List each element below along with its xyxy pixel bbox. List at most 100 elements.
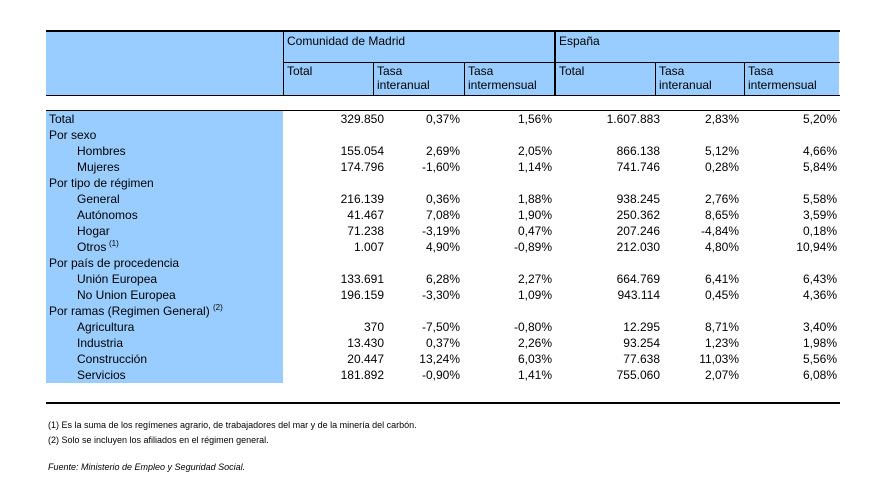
row-label: General <box>77 192 120 206</box>
cell-value: 3,59% <box>802 208 837 222</box>
cell-value: -0,90% <box>421 368 460 382</box>
footnote-marker: (2) <box>213 303 223 312</box>
cell-value: 13.430 <box>347 336 384 350</box>
header-divider-4 <box>464 63 465 95</box>
row-label: Hogar <box>77 224 110 238</box>
header-madrid-intermensual <box>465 63 554 95</box>
cell-value: 2,76% <box>704 192 739 206</box>
cell-value: 7,08% <box>425 208 460 222</box>
header-divider-6 <box>744 63 745 95</box>
table-row: Por tipo de régimen <box>46 175 840 191</box>
row-label: Por ramas (Regimen General) <box>49 304 210 318</box>
cell-value: 133.691 <box>340 272 384 286</box>
table-row: Mujeres 174.796 -1,60% 1,14% 741.746 0,28% 5,8… <box>46 159 840 175</box>
cell-value: -7,50% <box>421 320 460 334</box>
cell-value: 174.796 <box>340 160 384 174</box>
header-spain-interanual <box>656 63 744 95</box>
cell-value: 250.362 <box>616 208 660 222</box>
footnote-marker: (1) <box>109 239 119 248</box>
cell-value: -3,19% <box>421 224 460 238</box>
cell-value: 6,41% <box>704 272 739 286</box>
cell-value: 155.054 <box>340 144 384 158</box>
cell-value: 77.638 <box>623 352 660 366</box>
cell-value: 11,03% <box>699 352 739 366</box>
table-row: Agricultura 370 -7,50% -0,80% 12.295 8,71% 3,4… <box>46 319 840 335</box>
header-madrid-title: Comunidad de Madrid <box>287 34 406 48</box>
table-row: Industria 13.430 0,37% 2,26% 93.254 1,23% 1,98… <box>46 335 840 351</box>
table-row: Autónomos 41.467 7,08% 1,90% 250.362 8,65% 3,5… <box>46 207 840 223</box>
cell-value: 0,28% <box>704 160 739 174</box>
row-label-column <box>46 111 283 383</box>
cell-value: 0,18% <box>802 224 837 238</box>
table-row: No Union Europea 196.159 -3,30% 1,09% 943.11… <box>46 287 840 303</box>
cell-value: 196.159 <box>340 288 384 302</box>
header-madrid-group <box>284 31 554 62</box>
cell-value: 5,84% <box>802 160 837 174</box>
cell-value: 2,83% <box>704 112 739 126</box>
header-interanual-line2: interanual <box>377 78 430 92</box>
cell-value: 1,09% <box>517 288 552 302</box>
row-label: Unión Europea <box>77 272 158 286</box>
table-row: Servicios 181.892 -0,90% 1,41% 755.060 2,07% 6… <box>46 367 840 383</box>
header-interanual-line1: Tasa <box>659 64 685 78</box>
row-label: No Union Europea <box>77 288 176 302</box>
cell-value: 2,07% <box>704 368 739 382</box>
row-label: Construcción <box>77 352 148 366</box>
cell-value: 41.467 <box>347 208 384 222</box>
cell-value: -1,60% <box>421 160 460 174</box>
cell-value: -0,89% <box>513 240 552 254</box>
cell-value: 2,27% <box>517 272 552 286</box>
header-divider-2 <box>554 31 556 95</box>
table-row: Unión Europea 133.691 6,28% 2,27% 664.769 6,4… <box>46 271 840 287</box>
body-top-rule <box>46 110 840 111</box>
header-intermensual-line1: Tasa <box>748 64 774 78</box>
cell-value: 12.295 <box>623 320 660 334</box>
cell-value: 5,12% <box>704 144 739 158</box>
cell-value: 6,08% <box>802 368 837 382</box>
cell-value: 4,80% <box>704 240 739 254</box>
row-label: Autónomos <box>77 208 138 222</box>
header-intermensual-spain: Tasa intermensual <box>748 64 817 92</box>
header-interanual-madrid: Tasa interanual <box>377 64 430 92</box>
table-row: Por sexo <box>46 127 840 143</box>
cell-value: 2,26% <box>517 336 552 350</box>
cell-value: 4,36% <box>802 288 837 302</box>
cell-value: 4,66% <box>802 144 837 158</box>
header-intermensual-madrid: Tasa intermensual <box>468 64 537 92</box>
cell-value: 212.030 <box>616 240 660 254</box>
cell-value: 5,20% <box>802 112 837 126</box>
row-label: Hombres <box>77 144 126 158</box>
header-group-rule <box>284 62 840 63</box>
footnote-1: (1) Es la suma de los regímenes agrario,… <box>48 420 417 430</box>
cell-value: 181.892 <box>340 368 384 382</box>
cell-value: 2,69% <box>425 144 460 158</box>
header-divider-5 <box>655 63 656 95</box>
header-spain-group <box>556 31 839 62</box>
table-row: General 216.139 0,36% 1,88% 938.245 2,76% 5,58… <box>46 191 840 207</box>
cell-value: 1,14% <box>517 160 552 174</box>
header-madrid-interanual <box>374 63 464 95</box>
cell-value: 741.746 <box>616 160 660 174</box>
cell-value: 6,28% <box>425 272 460 286</box>
table-row: Otros (1) 1.007 4,90% -0,89% 212.030 4,80% 10,9… <box>46 239 840 255</box>
cell-value: 0,37% <box>425 112 460 126</box>
header-madrid-total <box>284 63 373 95</box>
cell-value: 0,36% <box>425 192 460 206</box>
cell-value: -4,84% <box>700 224 739 238</box>
cell-value: 1,90% <box>517 208 552 222</box>
header-top-rule <box>46 30 840 32</box>
table-row: Hogar 71.238 -3,19% 0,47% 207.246 -4,84% 0,18% <box>46 223 840 239</box>
cell-value: 10,94% <box>796 240 837 254</box>
header-total-madrid: Total <box>287 64 313 78</box>
header-spain-total <box>556 63 655 95</box>
header-intermensual-line1: Tasa <box>468 64 494 78</box>
cell-value: 0,45% <box>704 288 739 302</box>
table-row: Total 329.850 0,37% 1,56% 1.607.883 2,83% 5,20… <box>46 111 840 127</box>
table-row: Construcción 20.447 13,24% 6,03% 77.638 11,03… <box>46 351 840 367</box>
cell-value: 1,88% <box>517 192 552 206</box>
cell-value: 5,56% <box>802 352 837 366</box>
cell-value: 207.246 <box>616 224 660 238</box>
cell-value: 6,43% <box>802 272 837 286</box>
cell-value: 329.850 <box>340 112 384 126</box>
header-intermensual-line2: intermensual <box>748 78 817 92</box>
